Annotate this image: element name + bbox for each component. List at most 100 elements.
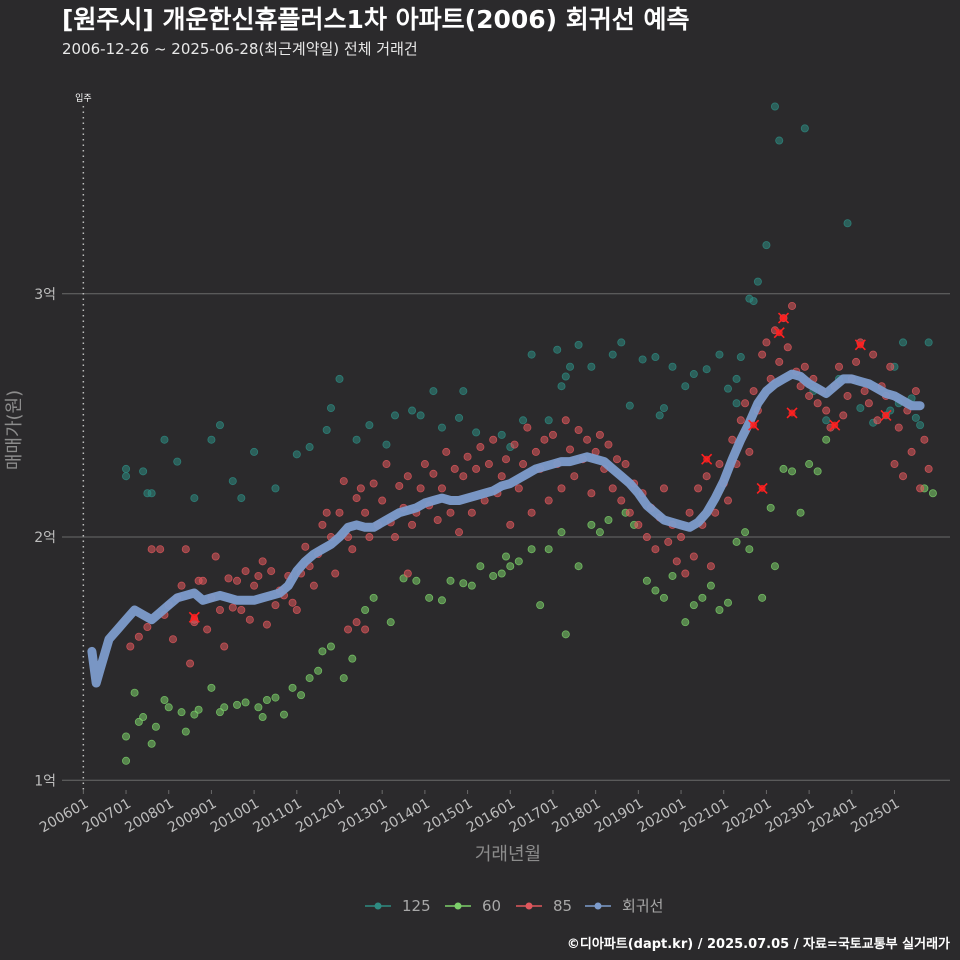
data-point-125: [228, 477, 237, 486]
data-point-85: [544, 496, 553, 505]
data-point-125: [250, 447, 259, 456]
data-point-60: [741, 528, 750, 537]
data-point-60: [425, 593, 434, 602]
data-point-85: [523, 423, 532, 432]
data-point-60: [587, 520, 596, 529]
y-tick-label: 1억: [34, 773, 56, 789]
data-point-85: [433, 516, 442, 525]
data-point-85: [168, 635, 177, 644]
data-point-85: [758, 350, 767, 359]
highlight-marker: [786, 407, 798, 419]
highlight-marker: [854, 339, 866, 351]
data-point-60: [181, 727, 190, 736]
data-point-85: [566, 445, 575, 454]
scatter-points: [122, 102, 937, 765]
data-point-85: [886, 362, 895, 371]
legend-swatch-dot: [594, 902, 602, 910]
data-point-125: [553, 345, 562, 354]
data-point-125: [437, 423, 446, 432]
data-point-125: [390, 411, 399, 420]
data-point-125: [732, 399, 741, 408]
data-point-85: [126, 642, 135, 651]
data-point-60: [698, 593, 707, 602]
highlight-marker: [777, 312, 790, 324]
data-point-85: [681, 569, 690, 578]
data-point-60: [339, 674, 348, 683]
data-point-85: [728, 435, 737, 444]
legend-swatch-dot: [525, 902, 533, 910]
legend-swatch-dot: [374, 902, 382, 910]
highlight-marker: [880, 409, 892, 421]
data-point-125: [472, 428, 481, 437]
data-point-85: [455, 528, 464, 537]
data-point-125: [668, 362, 677, 371]
data-point-85: [873, 416, 882, 425]
data-point-85: [689, 552, 698, 561]
data-point-60: [207, 683, 216, 692]
data-point-60: [642, 576, 651, 585]
data-point-85: [899, 472, 908, 481]
data-point-125: [237, 494, 246, 503]
data-point-60: [151, 722, 160, 731]
data-point-60: [130, 688, 139, 697]
data-point-85: [301, 542, 310, 551]
data-point-125: [215, 421, 224, 430]
data-point-85: [788, 301, 797, 310]
highlight-marker: [188, 611, 200, 623]
data-point-60: [822, 435, 831, 444]
data-point-60: [779, 464, 788, 473]
highlight-marker: [829, 419, 841, 431]
data-point-125: [732, 374, 741, 383]
data-point-60: [314, 666, 323, 675]
data-point-60: [813, 467, 822, 476]
data-point-60: [706, 581, 715, 590]
data-point-125: [753, 277, 762, 286]
data-point-60: [715, 606, 724, 615]
x-axis-label: 거래년월: [475, 844, 541, 865]
data-point-85: [548, 430, 557, 439]
data-point-125: [724, 384, 733, 393]
data-point-85: [796, 382, 805, 391]
data-point-85: [177, 581, 186, 590]
data-point-85: [531, 447, 540, 456]
data-point-85: [852, 357, 861, 366]
data-point-60: [732, 537, 741, 546]
data-point-85: [642, 533, 651, 542]
data-point-85: [344, 625, 353, 634]
data-point-125: [689, 370, 698, 379]
data-point-85: [489, 435, 498, 444]
data-point-85: [467, 508, 476, 517]
data-point-60: [770, 562, 779, 571]
data-point-85: [233, 576, 242, 585]
data-point-125: [625, 401, 634, 410]
data-point-125: [916, 421, 925, 430]
data-point-85: [369, 479, 378, 488]
data-point-125: [519, 416, 528, 425]
move-in-label: 입주: [75, 92, 92, 104]
data-point-85: [271, 601, 280, 610]
data-point-85: [390, 533, 399, 542]
data-point-85: [775, 357, 784, 366]
highlight-marker: [773, 327, 785, 339]
data-point-125: [147, 489, 156, 498]
data-point-125: [608, 350, 617, 359]
data-point-85: [749, 387, 758, 396]
data-point-125: [681, 382, 690, 391]
data-point-85: [228, 603, 237, 612]
data-point-85: [724, 496, 733, 505]
data-point-125: [527, 350, 536, 359]
data-point-60: [271, 693, 280, 702]
data-point-125: [173, 457, 182, 466]
data-point-85: [736, 416, 745, 425]
chart-subtitle: 2006-12-26 ~ 2025-06-28(최근계약일) 전체 거래건: [62, 40, 418, 58]
data-point-60: [139, 713, 148, 722]
data-point-85: [442, 447, 451, 456]
data-point-60: [506, 562, 515, 571]
data-point-85: [506, 520, 515, 529]
data-point-85: [672, 557, 681, 566]
data-point-125: [326, 404, 335, 413]
data-point-85: [613, 455, 622, 464]
data-point-85: [911, 387, 920, 396]
legend-label: 회귀선: [622, 897, 663, 915]
data-point-85: [894, 423, 903, 432]
